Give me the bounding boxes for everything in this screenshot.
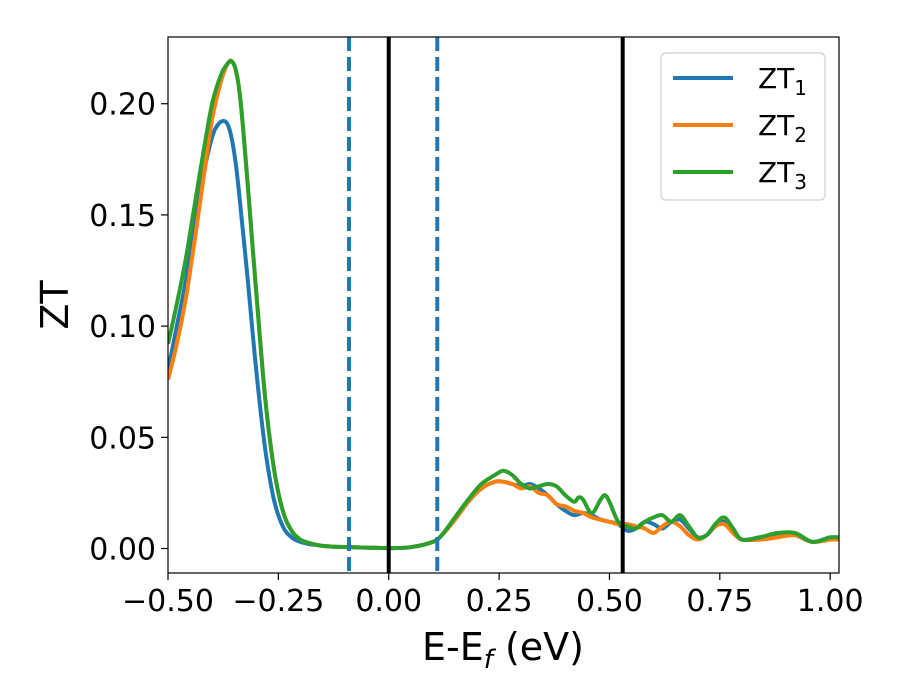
x-tick-label: −0.25: [232, 584, 324, 619]
y-axis-title: ZT: [33, 280, 77, 330]
x-tick-label: 0.75: [686, 584, 753, 619]
x-tick-label: −0.50: [122, 584, 214, 619]
y-tick-label: 0.10: [89, 310, 156, 345]
x-tick-label: 0.50: [576, 584, 643, 619]
y-tick-label: 0.05: [89, 421, 156, 456]
x-tick-label: 0.25: [466, 584, 533, 619]
legend-box: [660, 52, 826, 201]
legend-label-1: ZT1: [758, 62, 807, 100]
series-group: [168, 58, 839, 551]
y-axis: 0.00 0.05 0.10 0.15 0.20: [89, 88, 168, 568]
plot-frame: [167, 36, 840, 574]
series-line-3: [168, 58, 839, 551]
legend: ZT1 ZT2 ZT3: [660, 52, 826, 201]
x-tick-label: 1.00: [797, 584, 864, 619]
legend-label-3: ZT3: [758, 156, 807, 194]
y-tick-label: 0.15: [89, 199, 156, 234]
plot-area: [167, 36, 840, 574]
x-axis: −0.50 −0.25 0.00 0.25 0.50 0.75 1.00: [122, 573, 864, 619]
legend-label-2: ZT2: [758, 109, 807, 147]
y-tick-label: 0.00: [89, 533, 156, 568]
x-axis-title: E-Ef (eV): [422, 625, 584, 675]
x-tick-label: 0.00: [355, 584, 422, 619]
y-tick-label: 0.20: [89, 88, 156, 123]
